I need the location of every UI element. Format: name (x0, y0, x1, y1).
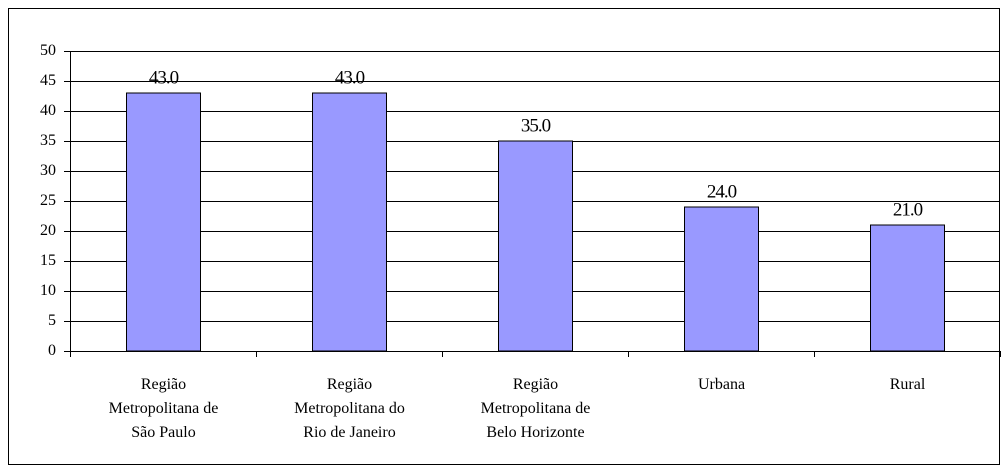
bar (684, 206, 759, 352)
y-tick-label: 30 (40, 162, 56, 179)
x-tick-label-box: Região Metropolitana do Rio de Janeiro (294, 376, 405, 441)
value-label: 43.0 (149, 67, 179, 88)
y-tick-label: 40 (40, 102, 56, 119)
bar (870, 224, 945, 352)
y-tick-label: 25 (40, 192, 56, 209)
value-label: 35.0 (521, 115, 551, 136)
x-tick-label: Região Metropolitana de São Paulo (108, 376, 219, 441)
value-label: 43.0 (335, 67, 365, 88)
x-tick-label: Urbana (697, 376, 746, 393)
x-tick-label-box: Rural (889, 376, 926, 393)
y-tick-label: 5 (48, 312, 56, 329)
y-tick-label: 0 (48, 342, 56, 359)
x-tick-label: Região Metropolitana do Rio de Janeiro (294, 376, 405, 441)
x-tick-label: Região Metropolitana de Belo Horizonte (480, 376, 591, 441)
y-tick-label: 15 (40, 252, 56, 269)
y-tick-label: 50 (40, 42, 56, 59)
x-tick-label-box: Região Metropolitana de São Paulo (108, 376, 219, 441)
value-label: 21.0 (893, 199, 923, 220)
y-tick-label: 20 (40, 222, 56, 239)
x-tick-label-box: Urbana (697, 376, 746, 393)
x-tick-label: Rural (889, 376, 926, 393)
y-tick-label: 45 (40, 72, 56, 89)
y-tick-label: 10 (40, 282, 56, 299)
bar (498, 140, 573, 352)
bar (126, 92, 201, 352)
value-label: 24.0 (707, 181, 737, 202)
y-tick-label: 35 (40, 132, 56, 149)
x-tick-label-box: Região Metropolitana de Belo Horizonte (480, 376, 591, 441)
bar (312, 92, 387, 352)
